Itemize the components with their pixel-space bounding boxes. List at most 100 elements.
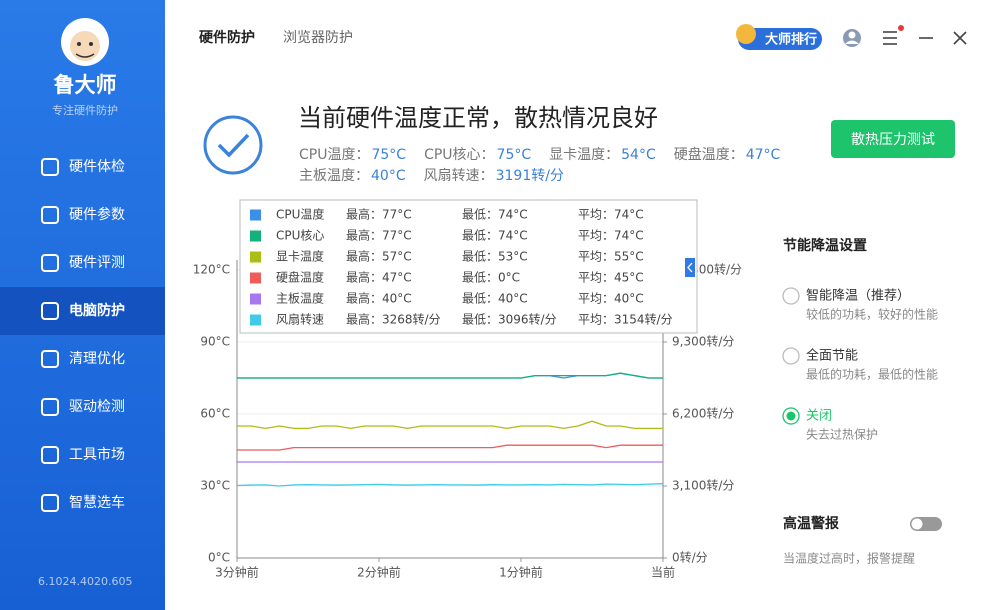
legend-stat: 平均：45°C [578, 271, 644, 285]
menu-icon [41, 494, 59, 512]
menu-icon [41, 446, 59, 464]
brand: 鲁大师 [54, 73, 117, 97]
slogan: 专注硬件防护 [52, 103, 118, 117]
legend-label: 风扇转速 [276, 312, 324, 327]
reading-label: CPU温度： [299, 147, 369, 163]
option-desc: 较低的功耗，较好的性能 [806, 307, 938, 322]
reading-value: 54°C [621, 147, 656, 163]
tooltip-arrow [687, 262, 693, 273]
series-line [237, 444, 663, 451]
legend-stat: 最高：57°C [346, 249, 412, 264]
legend-swatch [250, 209, 261, 221]
tab[interactable]: 硬件防护 [199, 29, 255, 46]
menu-icon [41, 206, 59, 224]
menu-item[interactable]: 电脑防护 [69, 302, 125, 319]
menu-item[interactable]: 工具市场 [69, 446, 125, 463]
legend-stat: 最低：3096转/分 [462, 312, 557, 327]
settings-title: 节能降温设置 [783, 237, 867, 254]
legend-stat: 平均：55°C [578, 250, 644, 264]
legend-swatch [250, 293, 261, 305]
version: 6.1024.4020.605 [38, 575, 132, 588]
y2-tick-label: 9,300转/分 [672, 334, 734, 349]
legend-swatch [250, 251, 261, 263]
reading-value: 75°C [371, 147, 406, 163]
reading-value: 40°C [371, 168, 406, 184]
menu-icon[interactable] [883, 31, 897, 45]
y-tick-label: 30°C [200, 479, 230, 493]
legend-stat: 最高：77°C [346, 207, 412, 222]
option-label[interactable]: 关闭 [806, 409, 832, 424]
legend-label: CPU温度 [276, 207, 324, 222]
rank-button[interactable]: 大师排行 [736, 24, 822, 50]
y-tick-label: 120°C [193, 263, 230, 277]
menu-icon [41, 158, 59, 176]
legend-stat: 平均：3154转/分 [578, 312, 673, 327]
rank-label[interactable]: 大师排行 [765, 32, 817, 48]
alarm-desc: 当温度过高时，报警提醒 [783, 551, 915, 566]
y-tick-label: 60°C [200, 407, 230, 421]
status-title: 当前硬件温度正常，散热情况良好 [298, 104, 658, 132]
legend-stat: 最低：53°C [462, 250, 528, 264]
menu-icon [41, 302, 59, 320]
user-icon[interactable] [843, 29, 861, 47]
radio[interactable] [782, 347, 800, 365]
legend-swatch [250, 272, 261, 284]
option-desc: 最低的功耗，最低的性能 [806, 367, 938, 382]
legend-label: CPU核心 [276, 229, 324, 243]
logo [61, 18, 109, 66]
series-line [236, 483, 664, 487]
reading-label: 主板温度： [299, 168, 369, 184]
stress-button[interactable]: 散热压力测试 [831, 120, 955, 158]
notice-dot [898, 25, 904, 31]
menu-item[interactable]: 清理优化 [69, 351, 125, 367]
legend-swatch [250, 230, 261, 242]
stress-label[interactable]: 散热压力测试 [851, 132, 935, 148]
menu-icon [41, 254, 59, 272]
reading-value: 3191转/分 [496, 168, 564, 184]
legend-stat: 最高：47°C [346, 270, 412, 285]
legend-stat: 最低：74°C [462, 208, 528, 222]
legend-stat: 最高：40°C [346, 291, 412, 306]
tooltip-handle[interactable] [685, 258, 695, 277]
legend-swatch [250, 314, 261, 326]
reading-value: 47°C [746, 147, 781, 163]
legend-stat: 最高：77°C [346, 228, 412, 243]
close[interactable] [953, 31, 967, 45]
y2-tick-label: 6,200转/分 [672, 406, 734, 421]
x-tick-label: 当前 [651, 565, 675, 580]
legend-stat: 平均：74°C [578, 229, 644, 243]
status-icon [203, 115, 263, 175]
legend-stat: 平均：40°C [578, 292, 644, 306]
legend-label: 显卡温度 [276, 249, 324, 264]
menu-item[interactable]: 硬件体检 [69, 159, 125, 175]
reading-label: 风扇转速： [424, 168, 494, 184]
menu-item[interactable]: 智慧选车 [69, 494, 125, 511]
reading-label: CPU核心： [424, 147, 494, 163]
tab[interactable]: 浏览器防护 [283, 30, 353, 46]
legend-label: 硬盘温度 [276, 270, 324, 285]
y2-tick-label: 3,100转/分 [672, 478, 734, 493]
x-tick-label: 2分钟前 [357, 565, 401, 580]
option-label[interactable]: 智能降温（推荐） [806, 289, 910, 304]
series-line [237, 372, 663, 379]
legend-label: 主板温度 [276, 291, 324, 306]
alarm-title: 高温警报 [783, 515, 839, 532]
option-label[interactable]: 全面节能 [806, 348, 858, 364]
y-tick-label: 0°C [208, 551, 230, 565]
radio-dot [786, 411, 796, 421]
tooltip [239, 199, 698, 334]
menu-icon [41, 398, 59, 416]
menu-item[interactable]: 驱动检测 [69, 399, 125, 415]
series-line [237, 420, 663, 430]
menu-item[interactable]: 硬件参数 [69, 206, 125, 223]
option-desc: 失去过热保护 [806, 427, 878, 442]
y2-tick-label: 0转/分 [672, 550, 708, 565]
y-tick-label: 90°C [200, 335, 230, 349]
toggle-knob [911, 518, 923, 530]
reading-label: 显卡温度： [549, 147, 619, 163]
legend-stat: 平均：74°C [578, 208, 644, 222]
radio[interactable] [782, 287, 800, 305]
menu-item[interactable]: 硬件评测 [69, 255, 125, 271]
legend-stat: 最低：0°C [462, 271, 520, 285]
